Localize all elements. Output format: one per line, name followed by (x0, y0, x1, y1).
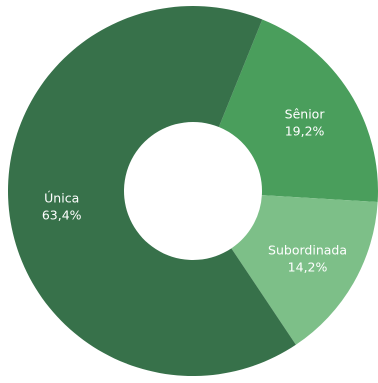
slice-value-label-senior: 19,2% (285, 123, 325, 138)
slice-unica (7, 6, 296, 376)
slice-senior (218, 19, 378, 202)
slice-category-label-unica: Única (44, 191, 79, 206)
slice-category-label-subordinada: Subordinada (268, 243, 347, 258)
slices (7, 6, 378, 376)
slice-value-label-unica: 63,4% (42, 208, 82, 223)
slice-value-label-subordinada: 14,2% (288, 260, 328, 275)
slice-subordinada (231, 195, 378, 345)
slice-labels: Sênior 19,2% Subordinada 14,2% Única 63,4% (42, 106, 347, 274)
slice-category-label-senior: Sênior (285, 106, 326, 121)
